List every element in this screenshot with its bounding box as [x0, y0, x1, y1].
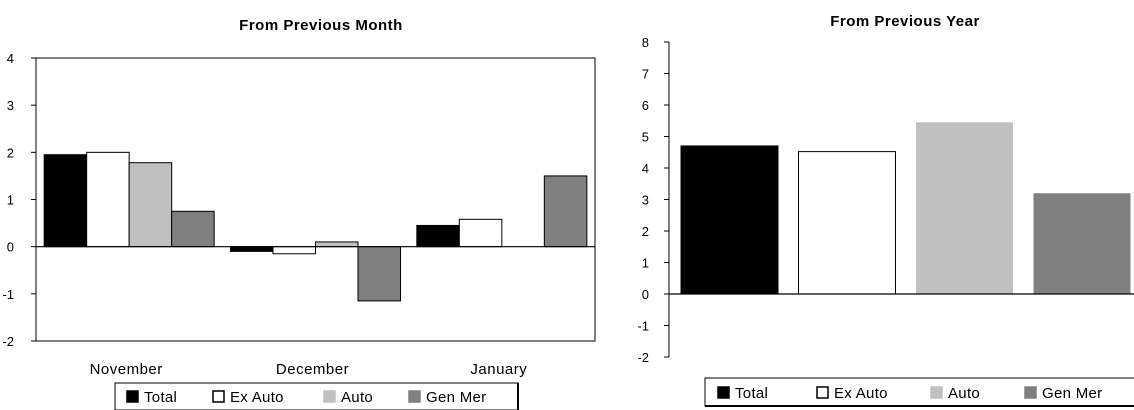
chart-month-category-label: November — [90, 361, 163, 378]
chart-month-category-label: December — [276, 361, 349, 378]
chart-year-bar — [916, 122, 1013, 294]
chart-year-legend: Total Ex Auto Auto Gen Mer — [704, 377, 1134, 407]
chart-year-legend-label: Total — [735, 385, 768, 402]
chart-month-legend-label: Auto — [341, 389, 373, 406]
chart-year-tick-label: 4 — [642, 161, 649, 176]
chart-month-tick-label: 3 — [7, 98, 14, 113]
chart-year-tick-label: 1 — [642, 256, 649, 271]
chart-year-title: From Previous Year — [830, 13, 980, 30]
chart-month-tick-label: 4 — [7, 51, 14, 66]
chart-year-tick-label: 0 — [642, 287, 649, 302]
chart-year-tick-label: 5 — [642, 130, 649, 145]
chart-year-tick-label: 3 — [642, 193, 649, 208]
chart-year-legend-label: Ex Auto — [834, 385, 888, 402]
chart-year-tick-label: 6 — [642, 98, 649, 113]
chart-month-tick-label: 1 — [7, 193, 14, 208]
chart-month-bar — [86, 151, 130, 248]
chart-month-bar — [43, 154, 88, 248]
chart-month-legend-swatch — [408, 390, 421, 403]
chart-month-bar — [458, 218, 503, 248]
chart-year-legend-swatch — [1024, 386, 1037, 399]
chart-year: From Previous Year -2 -1 0 1 2 3 4 5 6 7 8 Total Ex… — [637, 13, 1134, 407]
chart-year-legend-swatch — [930, 386, 943, 399]
chart-month-title: From Previous Month — [239, 17, 403, 34]
chart-month-bar — [128, 162, 173, 248]
chart-month-bar — [543, 175, 588, 248]
chart-year-legend-label: Auto — [948, 385, 980, 402]
chart-month-legend-label: Gen Mer — [426, 389, 486, 406]
chart-month: From Previous Month -2 -1 0 1 2 3 4 November De… — [2, 17, 596, 410]
chart-month-legend-swatch — [323, 390, 336, 403]
chart-year-tick-label: -2 — [637, 350, 649, 365]
chart-year-tick-label: 7 — [642, 67, 649, 82]
chart-month-bar — [272, 246, 316, 255]
chart-month-bar — [315, 241, 359, 248]
chart-month-category-label: January — [470, 361, 527, 378]
chart-year-tick-label: 8 — [642, 35, 649, 50]
chart-year-legend-swatch — [816, 386, 829, 399]
chart-year-legend-swatch — [717, 386, 730, 399]
chart-month-legend: Total Ex Auto Auto Gen Mer — [114, 382, 519, 410]
chart-year-bar — [680, 145, 779, 295]
chart-month-legend-label: Total — [144, 389, 177, 406]
chart-month-tick-label: 2 — [7, 145, 14, 160]
chart-month-bar — [357, 246, 401, 302]
chart-year-tick-label: 2 — [642, 224, 649, 239]
chart-month-legend-swatch — [126, 390, 139, 403]
chart-month-bar — [230, 246, 274, 252]
chart-month-tick-label: 0 — [7, 240, 14, 255]
chart-month-legend-label: Ex Auto — [230, 389, 284, 406]
chart-month-legend-swatch — [212, 390, 225, 403]
chart-year-legend-label: Gen Mer — [1042, 385, 1102, 402]
chart-year-tick-label: -1 — [637, 319, 649, 334]
chart-month-bar — [171, 210, 215, 248]
chart-year-bar — [1033, 193, 1131, 294]
chart-month-bar — [416, 224, 460, 248]
chart-year-bar — [798, 151, 896, 295]
chart-month-tick-label: -2 — [2, 334, 14, 349]
chart-month-tick-label: -1 — [2, 287, 14, 302]
